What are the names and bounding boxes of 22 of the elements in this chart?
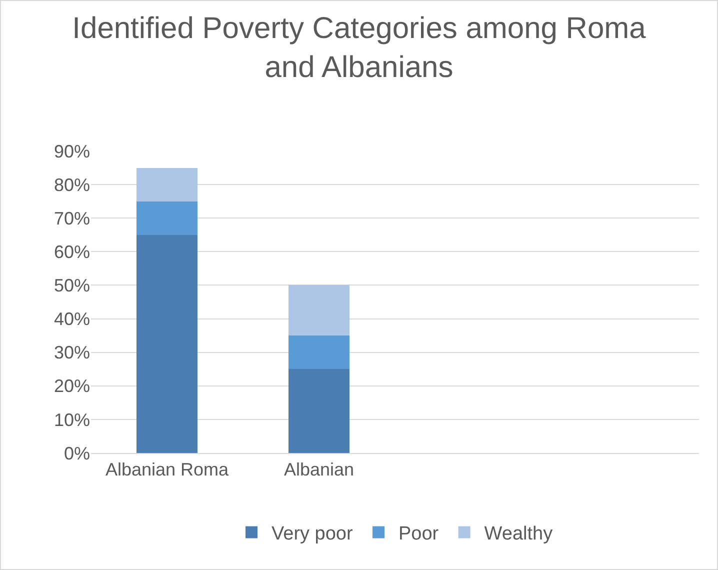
bar [136,201,198,235]
bar [288,285,350,336]
legend-label: Wealthy [484,524,554,545]
y-tick-label: 40% [54,309,90,330]
legend-label: Very poor [272,524,354,545]
bar [288,336,350,370]
y-tick-label: 50% [54,276,90,296]
y-tick-label: 60% [54,242,90,262]
y-tick-label: 30% [54,342,90,363]
y-tick-label: 90% [54,141,90,162]
chart-title: Identified Poverty Categories among Roma and Albanians [72,12,646,84]
y-tick-label: 10% [54,410,90,430]
bar [136,168,198,202]
bar [288,369,350,453]
x-tick-label: Albanian Roma [105,460,230,480]
y-tick-label: 20% [54,376,90,396]
legend-label: Poor [398,524,440,545]
y-tick-label: 70% [54,208,90,228]
x-tick-label: Albanian [284,460,354,480]
y-tick-label: 80% [54,174,90,195]
bar [136,234,198,453]
y-tick-label: 0% [64,443,90,464]
